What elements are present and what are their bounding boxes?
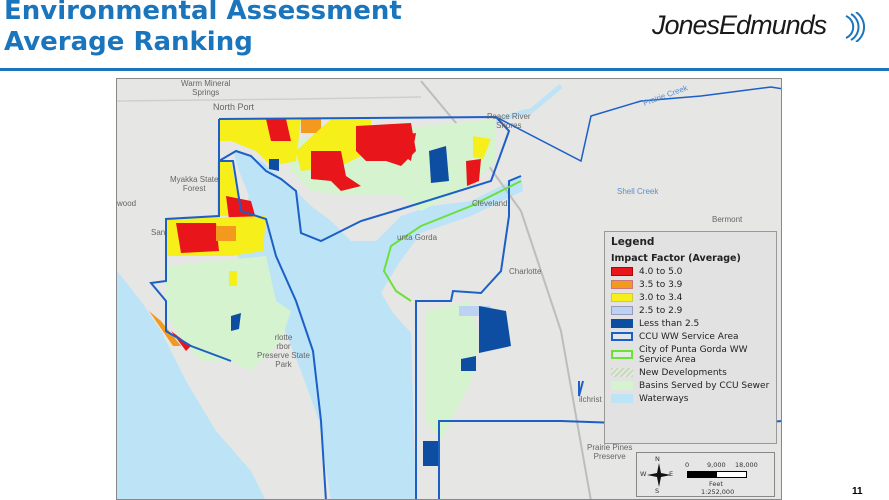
- impact-red: [396, 133, 416, 161]
- scale-tick: 0: [685, 461, 690, 469]
- impact-orange: [301, 119, 321, 133]
- ccu-service-area: [219, 160, 327, 499]
- impact-red: [356, 123, 416, 166]
- legend-item: CCU WW Service Area: [611, 332, 776, 342]
- header-divider: [0, 68, 889, 71]
- logo-waves-icon: [845, 12, 865, 42]
- place-label: Peace River Shores: [487, 112, 531, 130]
- impact-red: [311, 151, 361, 191]
- legend-item: Less than 2.5: [611, 319, 776, 329]
- scale-tick: 9,000: [707, 461, 726, 469]
- compass-east: E: [669, 470, 674, 478]
- impact-blue: [479, 306, 511, 353]
- impact-blue: [461, 356, 476, 371]
- place-label: wood: [117, 199, 137, 208]
- place-label: Cleveland: [472, 199, 508, 208]
- place-label: North Port: [213, 102, 255, 112]
- place-label: Myakka State Forest: [170, 175, 219, 193]
- impact-yellow: [473, 136, 491, 159]
- page-title: Environmental Assessment Average Ranking: [4, 0, 402, 58]
- compass-south: S: [655, 487, 660, 495]
- title-line-1: Environmental Assessment: [4, 0, 402, 26]
- legend-subtitle: Impact Factor (Average): [611, 253, 741, 264]
- impact-red: [466, 159, 481, 186]
- ccu-service-area: [495, 86, 781, 163]
- legend-item: City of Punta Gorda WW Service Area: [611, 345, 776, 365]
- impact-red: [176, 223, 219, 253]
- legend-item: New Developments: [611, 368, 776, 378]
- place-label: Charlotte: [509, 267, 542, 276]
- harbor-water: [233, 151, 523, 499]
- ccu-service-area: [149, 161, 232, 362]
- impact-red: [266, 119, 291, 141]
- legend-item: 4.0 to 5.0: [611, 267, 776, 277]
- impact-yellow: [229, 271, 237, 286]
- place-label: ilchrist: [579, 395, 602, 404]
- scale-bar: N W E S 0 9,000 18,000 Feet 1:252,000: [636, 452, 775, 497]
- scale-bar-graphic: [687, 471, 747, 478]
- place-label: Shell Creek: [617, 187, 659, 196]
- place-label: San: [151, 228, 166, 237]
- place-label: rlotte rbor Preserve State Park: [257, 333, 310, 369]
- scale-tick: 18,000: [735, 461, 758, 469]
- scale-units: Feet: [709, 480, 723, 488]
- impact-blue: [423, 441, 439, 466]
- impact-blue: [269, 159, 279, 171]
- place-label: unta Gorda: [397, 233, 438, 242]
- title-line-2: Average Ranking: [4, 27, 253, 57]
- legend-item: 3.5 to 3.9: [611, 280, 776, 290]
- legend-item: Basins Served by CCU Sewer: [611, 381, 776, 391]
- punta-gorda-service-area: [382, 180, 522, 302]
- road: [117, 96, 422, 102]
- map-legend: Legend Impact Factor (Average) 4.0 to 5.…: [604, 231, 777, 444]
- impact-blue: [429, 146, 449, 183]
- company-logo: JonesEdmunds: [652, 10, 827, 40]
- impact-orange: [216, 226, 236, 241]
- basin-area: [426, 301, 479, 441]
- compass-west: W: [640, 470, 647, 478]
- page-number: 11: [852, 486, 863, 497]
- legend-title: Legend: [611, 236, 655, 248]
- map-canvas: [117, 80, 781, 499]
- compass-north: N: [655, 455, 660, 463]
- place-label: Bermont: [712, 215, 743, 224]
- scale-ratio: 1:252,000: [701, 488, 735, 496]
- legend-item: 2.5 to 2.9: [611, 306, 776, 316]
- gulf-water: [117, 271, 265, 499]
- road: [420, 80, 592, 499]
- compass-icon: [647, 463, 671, 487]
- impact-blue: [231, 313, 241, 331]
- ccu-service-area: [218, 115, 511, 243]
- legend-item: Waterways: [611, 394, 776, 404]
- impact-yellow: [219, 119, 301, 166]
- place-label: Warm Mineral Springs: [181, 79, 231, 97]
- place-label: Prairie Pines Preserve: [587, 443, 633, 461]
- legend-item: 3.0 to 3.4: [611, 293, 776, 303]
- basin-area: [166, 256, 291, 371]
- ccu-service-area: [415, 175, 522, 499]
- ccu-service-area: [578, 380, 584, 397]
